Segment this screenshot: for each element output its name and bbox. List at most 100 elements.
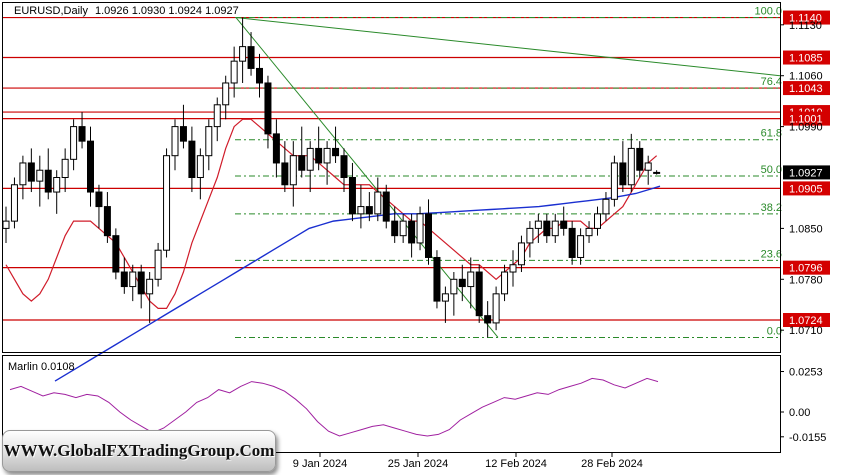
y-tick-label-2: 1.0990 xyxy=(789,122,823,134)
candle-45 xyxy=(382,184,390,229)
level-tag-2 xyxy=(783,81,830,96)
level-tag-0 xyxy=(783,10,830,25)
candle-37 xyxy=(315,126,323,171)
candle-body-13 xyxy=(112,235,120,273)
candle-29 xyxy=(247,32,255,76)
level-label-4: 1.1001 xyxy=(789,114,823,126)
candle-63 xyxy=(534,213,542,243)
x-tick-label-3: 28 Feb 2024 xyxy=(581,458,643,470)
candle-body-65 xyxy=(551,220,559,237)
candle-body-17 xyxy=(146,278,154,295)
candle-30 xyxy=(256,53,263,98)
level-tag-1 xyxy=(783,50,830,65)
watermark-text: WWW.GlobalFXTradingGroup.Com xyxy=(3,441,275,460)
candle-64 xyxy=(543,213,551,243)
candle-68 xyxy=(577,228,585,265)
candle-66 xyxy=(560,206,568,236)
candle-24 xyxy=(205,119,213,171)
candle-23 xyxy=(196,148,204,200)
candle-50 xyxy=(425,199,432,265)
candle-body-74 xyxy=(627,147,635,186)
candle-62 xyxy=(526,221,534,258)
candle-22 xyxy=(188,126,196,193)
candle-59 xyxy=(501,264,509,302)
candle-21 xyxy=(179,104,187,149)
candle-20 xyxy=(171,119,179,171)
candle-body-1 xyxy=(10,184,18,222)
candle-71 xyxy=(602,192,610,222)
candle-53 xyxy=(450,272,458,316)
level-label-6: 1.0796 xyxy=(789,263,823,275)
candle-body-35 xyxy=(298,155,306,171)
candle-49 xyxy=(416,206,424,251)
level-label-1: 1.1085 xyxy=(789,53,823,65)
candle-17 xyxy=(146,272,154,323)
candle-body-32 xyxy=(272,133,280,164)
candle-body-42 xyxy=(357,206,365,215)
candle-4 xyxy=(36,155,44,207)
current-price-tag xyxy=(783,165,830,180)
candle-19 xyxy=(163,148,171,258)
candle-3 xyxy=(27,148,35,193)
level-label-5: 1.0905 xyxy=(789,183,823,195)
candle-72 xyxy=(610,155,618,207)
candle-15 xyxy=(129,264,137,302)
level-tag-7 xyxy=(783,313,830,328)
fib-label-4: 38.2 xyxy=(761,202,782,214)
candle-75 xyxy=(636,141,644,178)
candle-body-23 xyxy=(196,155,204,178)
ind-tick-label-1: 0.00 xyxy=(789,407,810,419)
candle-65 xyxy=(551,213,559,243)
candle-11 xyxy=(95,184,103,229)
candle-body-30 xyxy=(256,67,263,84)
y-tick-label-3: 1.0850 xyxy=(789,223,823,235)
candle-body-53 xyxy=(450,278,458,295)
level-tag-5 xyxy=(783,181,830,196)
y-tick-label-1: 1.1060 xyxy=(789,71,823,83)
candle-18 xyxy=(154,242,162,287)
candle-58 xyxy=(492,286,500,331)
candle-13 xyxy=(112,228,120,280)
candle-60 xyxy=(509,250,517,287)
candle-body-25 xyxy=(213,104,221,128)
fib-label-5: 23.6 xyxy=(761,248,782,260)
candle-14 xyxy=(120,257,128,294)
ind-tick-label-0: 0.0253 xyxy=(789,367,823,379)
candle-body-47 xyxy=(399,220,407,237)
candle-35 xyxy=(298,126,306,178)
candle-body-33 xyxy=(281,162,289,186)
candle-body-44 xyxy=(374,191,382,215)
candle-body-59 xyxy=(501,271,509,295)
candle-body-70 xyxy=(594,213,601,229)
y-tick-label-0: 1.1130 xyxy=(789,20,822,32)
candle-body-6 xyxy=(53,177,61,193)
candle-55 xyxy=(467,257,475,309)
ohlc-label: 1.0926 1.0930 1.0924 1.0927 xyxy=(95,5,239,17)
watermark-badge: WWW.GlobalFXTradingGroup.Com xyxy=(2,430,276,472)
candle-47 xyxy=(399,213,407,243)
candle-61 xyxy=(517,235,525,273)
candle-77 xyxy=(653,170,661,175)
fib-label-1: 76.4 xyxy=(761,76,782,88)
candle-body-8 xyxy=(70,126,78,160)
candle-54 xyxy=(458,264,466,302)
candle-body-56 xyxy=(475,271,483,317)
candle-body-24 xyxy=(205,126,213,157)
candle-body-57 xyxy=(484,315,492,324)
candle-body-0 xyxy=(2,220,10,229)
candle-73 xyxy=(619,141,627,193)
candle-26 xyxy=(222,75,230,120)
candle-body-62 xyxy=(526,227,534,244)
candle-body-15 xyxy=(129,271,137,288)
candle-7 xyxy=(61,148,69,193)
candle-74 xyxy=(627,133,635,193)
candle-body-58 xyxy=(492,293,500,324)
candle-body-50 xyxy=(425,213,432,258)
candle-body-40 xyxy=(340,155,348,178)
fib-label-2: 61.8 xyxy=(761,128,782,140)
candle-body-54 xyxy=(458,278,466,288)
candle-body-43 xyxy=(365,206,373,215)
candle-body-19 xyxy=(163,155,171,251)
